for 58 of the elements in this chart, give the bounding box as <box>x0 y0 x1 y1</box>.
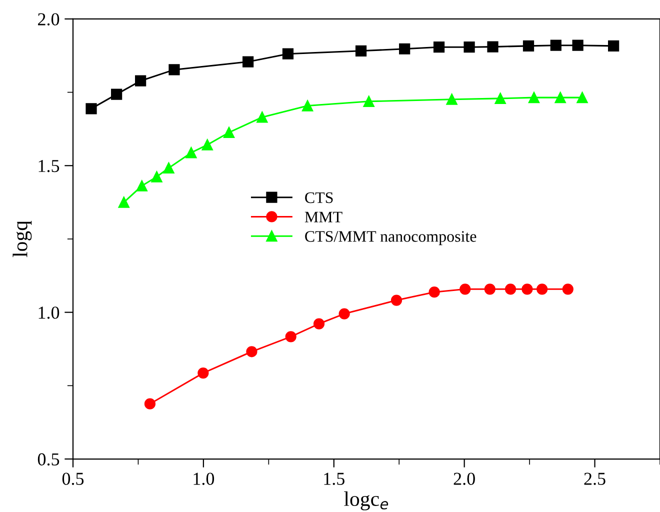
point <box>111 88 122 100</box>
point <box>460 284 471 295</box>
point <box>399 43 410 54</box>
x-tick-label: 2.5 <box>584 472 606 485</box>
x-tick-label: 1.0 <box>194 472 214 485</box>
point <box>242 56 254 68</box>
point <box>118 196 130 208</box>
y-tick-label: 1.5 <box>38 160 60 172</box>
point <box>136 180 148 192</box>
point <box>522 40 534 52</box>
point <box>223 126 235 138</box>
point <box>433 42 445 53</box>
point <box>135 75 146 86</box>
point <box>390 294 402 306</box>
point <box>562 284 574 295</box>
point <box>554 92 566 104</box>
point <box>355 45 367 56</box>
point <box>285 331 296 342</box>
point <box>363 96 374 107</box>
point <box>464 42 475 53</box>
point <box>144 398 156 410</box>
point <box>198 367 209 379</box>
point <box>550 40 562 51</box>
point <box>576 92 588 104</box>
point <box>528 92 540 104</box>
point <box>186 147 197 158</box>
point <box>504 284 516 295</box>
point <box>484 284 496 295</box>
point <box>608 40 620 52</box>
point <box>487 41 498 52</box>
point <box>256 112 268 123</box>
point <box>246 346 258 358</box>
point <box>163 162 174 174</box>
point <box>494 92 506 104</box>
point <box>151 171 162 182</box>
point <box>446 94 458 105</box>
point <box>313 318 325 330</box>
point <box>536 284 548 295</box>
x-tick-label: 1.5 <box>324 472 344 485</box>
point <box>338 308 350 320</box>
point <box>202 139 213 150</box>
point <box>282 48 294 60</box>
point <box>428 286 440 298</box>
point <box>302 100 314 112</box>
legend-label: CTS/MMT nanocomposite <box>305 231 476 246</box>
y-tick-label: 1.0 <box>38 306 60 319</box>
legend-label: MMT <box>304 212 342 222</box>
point <box>522 284 533 295</box>
point <box>572 40 584 51</box>
x-tick-label: 2.0 <box>454 472 475 485</box>
legend-label: CTS <box>305 192 333 204</box>
x-axis-title: logc$_{e}$ <box>344 491 388 510</box>
point <box>86 103 97 114</box>
y-tick-label: 0.5 <box>38 453 60 466</box>
point <box>168 64 180 76</box>
y-axis-title: logq <box>12 220 32 258</box>
x-tick-label: 0.5 <box>62 472 84 485</box>
y-tick-label: 2.0 <box>38 13 60 26</box>
